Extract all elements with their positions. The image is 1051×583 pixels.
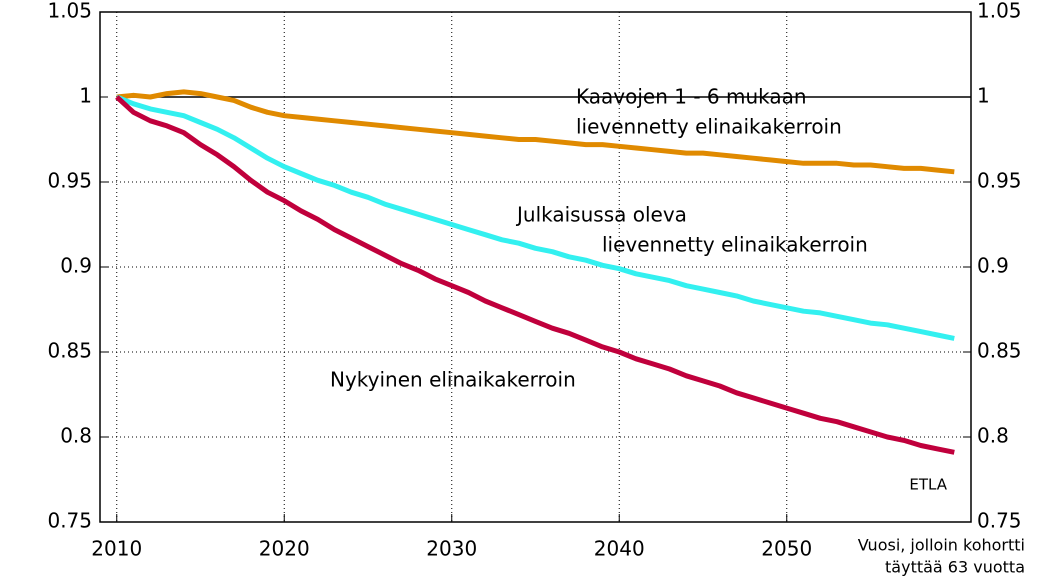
y-tick-label: 0.95 xyxy=(47,169,92,193)
x-tick-label: 2050 xyxy=(761,537,812,561)
y-tick-label: 1.05 xyxy=(47,0,92,23)
x-tick-label: 2040 xyxy=(594,537,645,561)
y2-tick-label: 0.75 xyxy=(977,509,1022,533)
annotation: ETLA xyxy=(909,476,947,494)
y2-tick-label: 0.8 xyxy=(977,424,1009,448)
y-tick-label: 0.75 xyxy=(47,509,92,533)
x-axis-label: täyttää 63 vuotta xyxy=(885,558,1025,577)
y-tick-label: 0.85 xyxy=(47,339,92,363)
annotation: lievennetty elinaikakerroin xyxy=(602,233,868,257)
series-line xyxy=(116,89,955,175)
y2-tick-label: 0.95 xyxy=(977,169,1022,193)
y-tick-label: 1 xyxy=(79,84,92,108)
series-line xyxy=(115,94,955,341)
y-tick-label: 0.8 xyxy=(60,424,92,448)
x-tick-label: 2030 xyxy=(426,537,477,561)
plot-frame xyxy=(99,11,972,523)
x-tick-label: 2020 xyxy=(259,537,310,561)
annotation: lievennetty elinaikakerroin xyxy=(576,115,842,139)
annotation: Nykyinen elinaikakerroin xyxy=(330,368,576,392)
y-tick-label: 0.9 xyxy=(60,254,92,278)
annotation: Kaavojen 1 - 6 mukaan xyxy=(576,85,807,109)
x-tick-label: 2010 xyxy=(91,537,142,561)
y2-tick-label: 0.85 xyxy=(977,339,1022,363)
series-line xyxy=(115,95,955,455)
y2-tick-label: 1.05 xyxy=(977,0,1022,23)
y2-tick-label: 0.9 xyxy=(977,254,1009,278)
y2-tick-label: 1 xyxy=(977,84,990,108)
annotation: Julkaisussa oleva xyxy=(515,203,687,227)
x-axis-label: Vuosi, jolloin kohortti xyxy=(858,536,1025,555)
